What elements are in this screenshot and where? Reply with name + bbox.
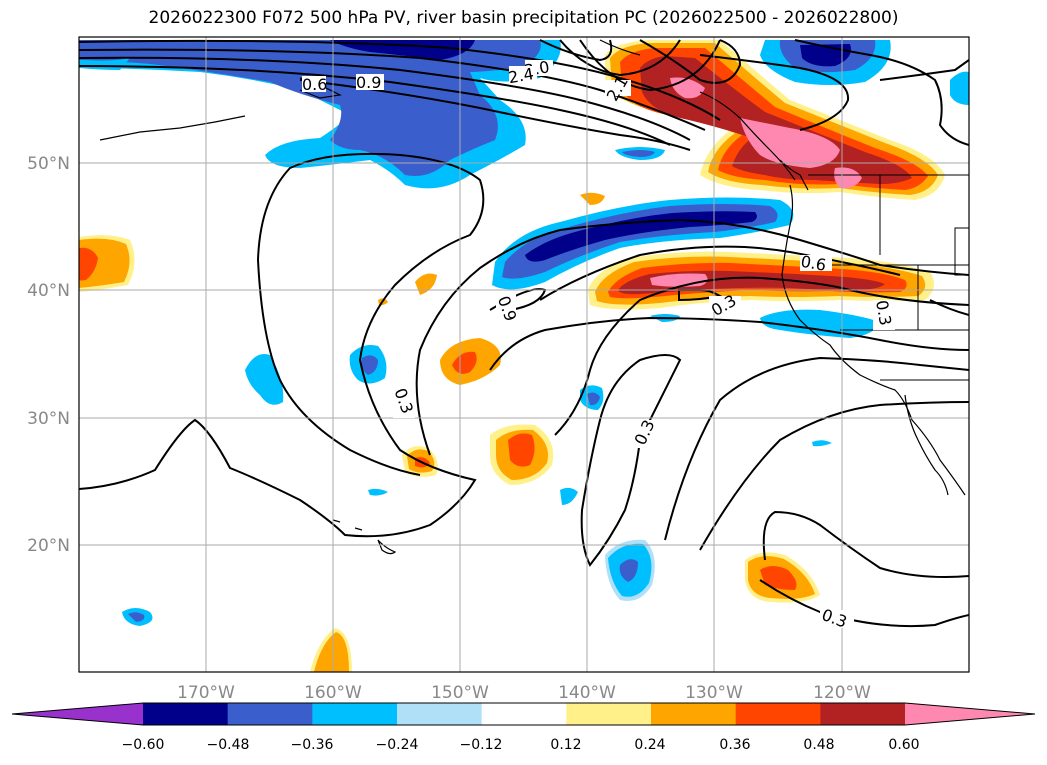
colorbar-tick-label: 0.36 [719, 737, 750, 753]
colorbar-outline [11, 702, 1036, 726]
contour-label: 0.6 [302, 75, 327, 94]
contour-label: 0.3 [872, 299, 895, 327]
contour-label: 0.6 [799, 252, 827, 275]
colorbar-tick-label: −0.24 [376, 737, 419, 753]
lat-tick-labels: 20°N 30°N 40°N 50°N [27, 154, 70, 556]
colorbar-tick-label: 0.60 [888, 737, 919, 753]
lon-tick-label: 160°W [304, 683, 362, 703]
colorbar-segment [651, 703, 737, 725]
contour-label: 0.9 [356, 73, 381, 92]
colorbar-tick-label: −0.12 [460, 737, 503, 753]
colorbar-tick-label: −0.36 [291, 737, 334, 753]
contour-label: 2.4 [507, 64, 535, 87]
colorbar-segment [905, 703, 1035, 725]
colorbar-tick-labels: −0.60 −0.48 −0.36 −0.24 −0.12 0.12 0.24 … [122, 737, 920, 753]
colorbar-tick-label: 0.48 [803, 737, 834, 753]
lat-tick-label: 50°N [27, 154, 70, 174]
lon-tick-label: 150°W [431, 683, 489, 703]
colorbar: −0.60 −0.48 −0.36 −0.24 −0.12 0.12 0.24 … [11, 702, 1036, 753]
lon-tick-label: 130°W [685, 683, 743, 703]
colorbar-tick-label: −0.48 [207, 737, 250, 753]
colorbar-segment [397, 703, 483, 725]
colorbar-segment [481, 703, 567, 725]
pv-contours [79, 39, 969, 628]
colorbar-tick-label: −0.60 [122, 737, 165, 753]
colorbar-segment [227, 703, 313, 725]
colorbar-segment [143, 703, 229, 725]
colorbar-segment [312, 703, 398, 725]
lat-tick-label: 20°N [27, 536, 70, 556]
lon-tick-labels: 170°W 160°W 150°W 140°W 130°W 120°W [177, 683, 871, 703]
map-panel: 3.0 2.4 2.1 0.6 0.9 0.6 0.9 0.3 0.3 0.3 … [78, 36, 970, 673]
lon-tick-label: 140°W [558, 683, 616, 703]
contour-labels: 3.0 2.4 2.1 0.6 0.9 0.6 0.9 0.3 0.3 0.3 … [302, 57, 895, 632]
colorbar-segment [12, 703, 143, 725]
lon-tick-label: 120°W [813, 683, 871, 703]
lat-tick-label: 30°N [27, 409, 70, 429]
colorbar-tick-label: 0.24 [634, 737, 665, 753]
map-frame [78, 36, 970, 673]
graticule [79, 37, 969, 672]
map-title: 2026022300 F072 500 hPa PV, river basin … [148, 8, 899, 28]
colorbar-segment [566, 703, 652, 725]
lat-tick-label: 40°N [27, 281, 70, 301]
lon-tick-label: 170°W [177, 683, 235, 703]
colorbar-tick-label: 0.12 [550, 737, 581, 753]
colorbar-segment [820, 703, 906, 725]
colorbar-segment [735, 703, 821, 725]
